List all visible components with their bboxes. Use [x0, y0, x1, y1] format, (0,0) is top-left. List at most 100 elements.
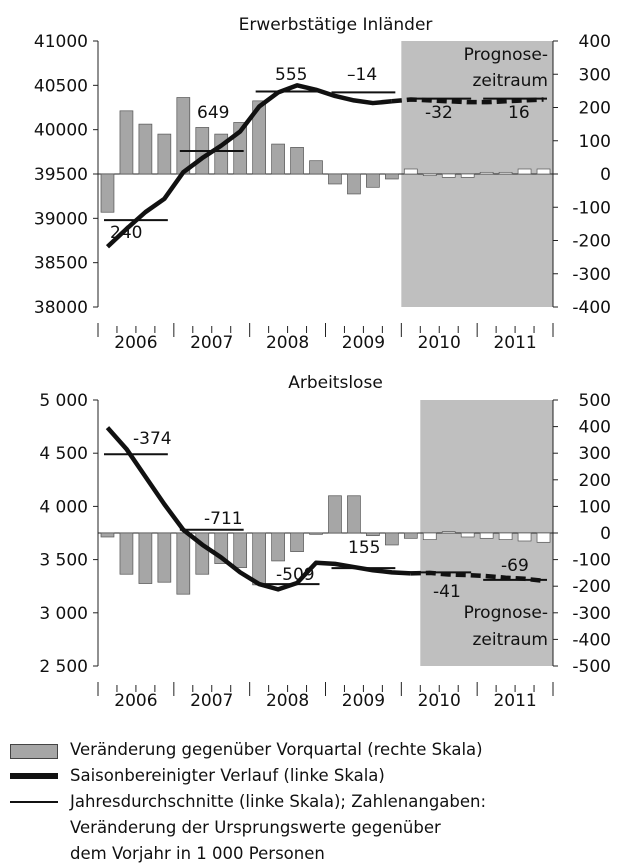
bar-q15	[366, 173, 380, 188]
x-tick-label-2008: 2008	[266, 691, 309, 711]
bar-q24	[536, 532, 551, 543]
chart-1: Prognose-zeitraum Erwerbstätige Inländer 2…	[34, 15, 611, 353]
bar-q2	[119, 532, 134, 575]
left-tick-label: 38000	[34, 298, 88, 318]
bar-q13	[328, 173, 342, 185]
annual-change-label-2011: -69	[501, 556, 529, 576]
bar-q17	[403, 168, 418, 175]
legend-bars-label: Veränderung gegenüber Vorquartal (rechte…	[70, 740, 483, 759]
bar-q12	[309, 532, 323, 535]
seasonal-line	[105, 83, 393, 249]
bar-q19	[441, 531, 456, 534]
right-tick-label: 200	[579, 471, 611, 491]
left-tick-label: 4 500	[39, 444, 88, 464]
bar-q19	[441, 173, 456, 178]
annual-change-label-2008: -509	[276, 565, 315, 585]
annual-change-label-2009: 155	[348, 538, 380, 558]
bar-q1	[100, 532, 115, 538]
bar-q22	[498, 532, 513, 541]
annual-change-label-2006: -374	[133, 429, 172, 449]
annual-change-label-2007: 649	[197, 103, 229, 123]
bar-q20	[460, 173, 475, 178]
right-tick-label: 400	[579, 418, 611, 438]
bar-q13	[328, 495, 342, 534]
annual-change-label-2007: -711	[204, 509, 243, 529]
right-tick-label: 200	[579, 99, 611, 119]
chart-2: Prognose-zeitraum Arbeitslose -374 -711 -509…	[39, 373, 611, 711]
right-tick-label: 300	[579, 65, 611, 85]
bar-q10	[271, 143, 285, 175]
left-tick-label: 5 000	[39, 391, 88, 411]
bar-q4	[157, 133, 172, 175]
bar-q16	[385, 532, 399, 546]
x-tick-label-2007: 2007	[190, 691, 233, 711]
bar-q9	[252, 100, 266, 175]
right-tick-label: -300	[572, 265, 611, 285]
bar-q14	[347, 173, 361, 195]
x-tick-label-2008: 2008	[266, 333, 309, 353]
left-tick-label: 2 500	[39, 657, 88, 677]
legend-row-note1: Veränderung der Ursprungswerte gegenüber	[10, 816, 610, 842]
x-tick-label-2011: 2011	[493, 333, 536, 353]
bar-q3	[138, 532, 153, 584]
bar-q12	[309, 160, 323, 175]
bar-q5	[176, 97, 191, 175]
left-tick-label: 4 000	[39, 497, 88, 517]
right-tick-label: 400	[579, 32, 611, 52]
bar-q17	[403, 532, 418, 539]
legend-thin-line-label: Jahresdurchschnitte (linke Skala); Zahle…	[70, 792, 487, 811]
bar-q22	[498, 171, 513, 175]
bar-q14	[347, 495, 361, 534]
legend-note-line-1: Veränderung der Ursprungswerte gegenüber	[70, 818, 441, 837]
bar-q18	[422, 173, 437, 177]
forecast-label-line-2: zeitraum	[472, 630, 548, 650]
bar-q11	[290, 147, 304, 175]
left-tick-label: 41000	[34, 32, 88, 52]
seasonal-line-forecast	[391, 97, 544, 105]
annual-change-label-2010: -41	[433, 582, 461, 602]
legend-bar-swatch	[10, 744, 58, 759]
legend: Veränderung gegenüber Vorquartal (rechte…	[10, 738, 610, 868]
right-tick-label: 500	[579, 391, 611, 411]
right-tick-label: -400	[572, 298, 611, 318]
legend-row-thick: Saisonbereinigter Verlauf (linke Skala)	[10, 764, 610, 790]
seasonal-line-forecast	[410, 570, 544, 584]
bar-q10	[271, 532, 285, 562]
annual-change-label-2008: 555	[275, 65, 307, 85]
bar-q23	[517, 532, 532, 542]
seasonal-line	[105, 426, 411, 592]
chart-title: Arbeitslose	[288, 373, 383, 393]
bar-q24	[536, 168, 551, 175]
x-tick-label-2006: 2006	[114, 333, 157, 353]
bar-q1	[100, 173, 115, 213]
legend-note-line-2: dem Vorjahr in 1 000 Personen	[70, 844, 325, 863]
right-tick-label: -400	[572, 630, 611, 650]
right-tick-label: 0	[600, 524, 611, 544]
x-tick-label-2009: 2009	[342, 691, 385, 711]
legend-thick-line-swatch	[10, 773, 58, 779]
right-tick-label: 300	[579, 444, 611, 464]
left-tick-label: 39500	[34, 165, 88, 185]
bar-q21	[479, 171, 494, 175]
right-tick-label: 0	[600, 165, 611, 185]
bar-q11	[290, 532, 304, 552]
bar-q4	[157, 532, 172, 583]
x-tick-label-2009: 2009	[342, 333, 385, 353]
right-tick-label: 100	[579, 497, 611, 517]
right-tick-label: -200	[572, 577, 611, 597]
legend-thin-line-swatch	[10, 801, 58, 803]
bar-q20	[460, 532, 475, 538]
legend-row-bars: Veränderung gegenüber Vorquartal (rechte…	[10, 738, 610, 764]
left-tick-label: 3 000	[39, 604, 88, 624]
annual-change-label-2010: -32	[425, 103, 453, 123]
legend-thick-line-label: Saisonbereinigter Verlauf (linke Skala)	[70, 766, 385, 785]
right-tick-label: -100	[572, 198, 611, 218]
bar-q2	[119, 110, 134, 175]
forecast-label-line-1: Prognose-	[464, 45, 548, 65]
chart-title: Erwerbstätige Inländer	[239, 15, 433, 35]
charts-svg: Prognose-zeitraum Erwerbstätige Inländer 2…	[34, 15, 611, 711]
right-tick-label: -300	[572, 604, 611, 624]
bar-q21	[479, 532, 494, 539]
bar-q8	[233, 532, 248, 568]
left-tick-label: 40000	[34, 121, 88, 141]
